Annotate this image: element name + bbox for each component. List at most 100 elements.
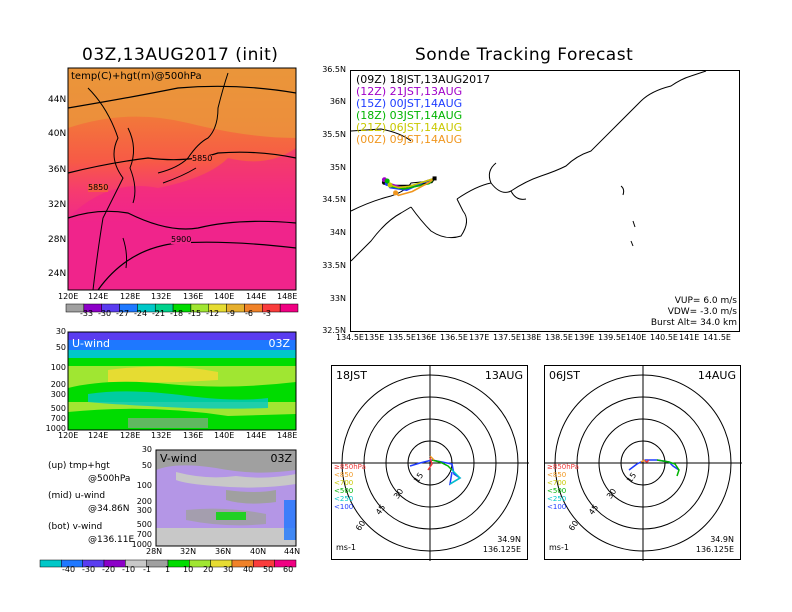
level-label: <250 bbox=[334, 495, 354, 503]
lat-tick-label: 44N bbox=[284, 547, 301, 556]
lon-tick-label: 124E bbox=[88, 431, 109, 440]
lat-tick-label: 35.5N bbox=[322, 130, 346, 139]
lon-tick-label: 136E bbox=[183, 292, 204, 301]
p-tick-label: 200 bbox=[50, 380, 66, 389]
lon-tick-label: 138.5E bbox=[545, 333, 573, 342]
lat-tick-label: 32N bbox=[48, 200, 67, 210]
level-label: <250 bbox=[547, 495, 567, 503]
p-tick-label: 300 bbox=[50, 390, 66, 399]
p-tick-label: 30 bbox=[141, 445, 152, 454]
track-legend-item: (18Z) 03JST,14AUG bbox=[356, 109, 463, 122]
p-tick-label: 700 bbox=[50, 414, 66, 423]
note-mid2: @34.86N bbox=[88, 504, 130, 514]
level-label: <850 bbox=[334, 471, 354, 479]
lon-tick-label: 139.5E bbox=[598, 333, 626, 342]
lon-tick-label: 139E bbox=[574, 333, 595, 342]
lat-tick-label: 34.5N bbox=[322, 195, 346, 204]
lat-tick-label: 44N bbox=[48, 95, 67, 105]
colorbar-label: 60 bbox=[283, 565, 294, 574]
vwind-panel: V-wind 03Z bbox=[155, 449, 297, 547]
p-tick-label: 100 bbox=[136, 481, 152, 490]
p-tick-label: 500 bbox=[50, 404, 66, 413]
level-label: <500 bbox=[547, 487, 567, 495]
map500-lon-axis: 120E 124E 128E 132E 136E 140E 144E 148E bbox=[58, 293, 308, 303]
map500-colorbar-labels: -33 -30 -27 -24 -21 -18 -15 -12 -9 -6 -3 bbox=[70, 310, 302, 320]
colorbar-label: 40 bbox=[243, 565, 254, 574]
landing-point bbox=[393, 190, 399, 196]
p-tick-label: 50 bbox=[55, 343, 66, 352]
map500-panel: temp(C)+hgt(m)@500hPa 5850 5850 5900 bbox=[67, 67, 297, 291]
hodo-lon: 136.125E bbox=[482, 545, 521, 554]
lat-tick-label: 40N bbox=[48, 129, 67, 139]
colorbar-label: -18 bbox=[170, 309, 184, 318]
track-legend: (09Z) 18JST,13AUG2017 (12Z) 21JST,13AUG … bbox=[356, 74, 526, 146]
note-bot: (bot) v-wind bbox=[48, 522, 103, 532]
track-legend-item: (12Z) 21JST,13AUG bbox=[356, 85, 463, 98]
lat-tick-label: 40N bbox=[250, 547, 267, 556]
colorbar-label: 30 bbox=[223, 565, 234, 574]
track-line bbox=[395, 177, 436, 197]
track-lat-axis: 36.5N 36N 35.5N 35N 34.5N 34N 33.5N 33N … bbox=[312, 66, 348, 336]
p-tick-label: 1000 bbox=[131, 540, 152, 549]
uwind-p-axis: 30 50 100 200 300 500 700 1000 bbox=[46, 328, 68, 433]
colorbar-label: -30 bbox=[98, 309, 112, 318]
uwind-label: U-wind bbox=[72, 337, 111, 350]
colorbar-label: -33 bbox=[80, 309, 94, 318]
colorbar-label: -15 bbox=[188, 309, 202, 318]
vwind-colorbar bbox=[39, 559, 297, 568]
lat-tick-label: 32N bbox=[180, 547, 197, 556]
contour-label: 5900 bbox=[171, 235, 192, 244]
lat-tick-label: 35N bbox=[329, 163, 346, 172]
colorbar-label: -3 bbox=[263, 309, 271, 318]
hodo-date: 13AUG bbox=[484, 369, 523, 382]
level-label: ≥850hPa bbox=[334, 463, 366, 471]
lon-tick-label: 140E bbox=[626, 333, 647, 342]
lat-tick-label: 32.5N bbox=[322, 326, 346, 335]
colorbar-label: -24 bbox=[134, 309, 148, 318]
colorbar-label: 1 bbox=[165, 565, 171, 574]
lon-tick-label: 138E bbox=[521, 333, 542, 342]
level-label: <700 bbox=[547, 479, 567, 487]
burst-label: Burst Alt= 34.0 km bbox=[650, 318, 737, 328]
lon-tick-label: 134.5E bbox=[336, 333, 364, 342]
colorbar-swatch bbox=[274, 559, 297, 568]
track-legend-item: (15Z) 00JST,14AUG bbox=[356, 97, 463, 110]
colorbar-label: -30 bbox=[82, 565, 96, 574]
landing-point bbox=[387, 182, 393, 188]
p-tick-label: 100 bbox=[50, 363, 66, 372]
lon-tick-label: 124E bbox=[88, 292, 109, 301]
hodo-units: ms-1 bbox=[336, 543, 356, 552]
colorbar-swatch bbox=[279, 303, 299, 313]
lon-tick-label: 136.5E bbox=[440, 333, 468, 342]
level-label: ≥850hPa bbox=[547, 463, 579, 471]
p-tick-label: 500 bbox=[136, 520, 152, 529]
lon-tick-label: 136E bbox=[416, 333, 437, 342]
vup-label: VUP= 6.0 m/s bbox=[674, 296, 737, 306]
vwind-label: V-wind bbox=[160, 452, 197, 465]
lat-tick-label: 28N bbox=[48, 235, 67, 245]
colorbar-label: -9 bbox=[227, 309, 235, 318]
note-up: (up) tmp+hgt bbox=[48, 461, 110, 471]
lon-tick-label: 135E bbox=[364, 333, 385, 342]
lon-tick-label: 137.5E bbox=[493, 333, 521, 342]
level-label: <850 bbox=[547, 471, 567, 479]
lon-tick-label: 140E bbox=[214, 292, 235, 301]
lat-tick-label: 34N bbox=[329, 228, 346, 237]
lon-tick-label: 148E bbox=[277, 292, 298, 301]
uwind-time: 03Z bbox=[268, 337, 290, 350]
lat-tick-label: 36.5N bbox=[322, 65, 346, 74]
hodo-time: 18JST bbox=[336, 369, 367, 382]
lon-tick-label: 128E bbox=[120, 431, 141, 440]
track-panel bbox=[350, 70, 740, 332]
colorbar-label: -1 bbox=[143, 565, 151, 574]
vdw-label: VDW= -3.0 m/s bbox=[667, 307, 737, 317]
vwind-lat-axis: 28N 32N 36N 40N 44N bbox=[146, 548, 306, 558]
note-mid: (mid) u-wind bbox=[48, 491, 106, 501]
lon-tick-label: 144E bbox=[246, 292, 267, 301]
p-tick-label: 300 bbox=[136, 506, 152, 515]
lon-tick-label: 140E bbox=[214, 431, 235, 440]
colorbar-label: 20 bbox=[203, 565, 214, 574]
contour-label: 5850 bbox=[88, 183, 109, 192]
p-tick-label: 50 bbox=[141, 461, 152, 470]
hodo-lon: 136.125E bbox=[695, 545, 734, 554]
